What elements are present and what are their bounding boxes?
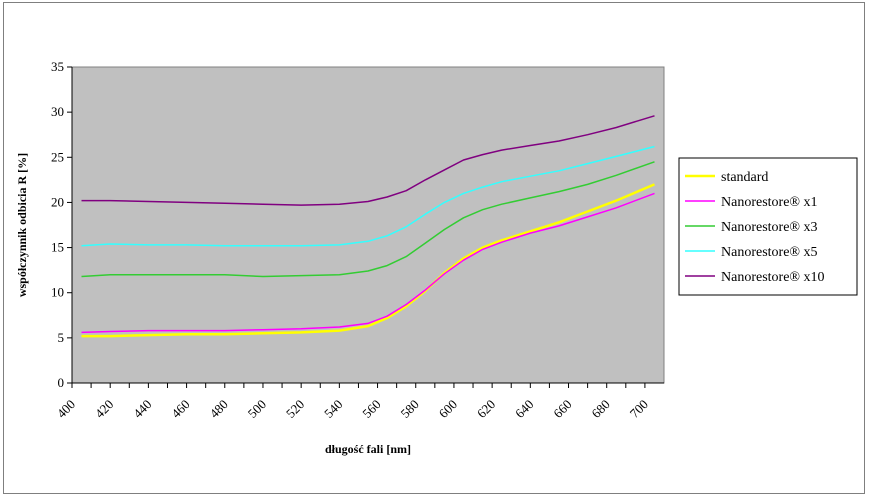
- series-line-1: [81, 183, 655, 338]
- x-tick-label: 680: [588, 397, 612, 421]
- x-tick-label: 700: [627, 397, 651, 421]
- x-tick-label: 480: [207, 397, 231, 421]
- x-tick-label: 400: [54, 397, 78, 421]
- x-tick-label: 500: [245, 397, 269, 421]
- x-tick-label: 520: [283, 397, 307, 421]
- x-tick-label: 640: [512, 397, 536, 421]
- series-line-4: [81, 145, 655, 247]
- x-tick-label: 420: [92, 397, 116, 421]
- x-tick-label: 560: [359, 397, 383, 421]
- y-tick-label: 30: [51, 104, 64, 119]
- legend-label-5: Nanorestore® x10: [721, 270, 825, 285]
- series-line-2: [81, 192, 655, 334]
- legend-label-2: Nanorestore® x1: [721, 195, 818, 210]
- y-tick-label: 20: [51, 194, 64, 209]
- x-tick-label: 540: [321, 397, 345, 421]
- x-tick-label: 580: [397, 397, 421, 421]
- legend-label-3: Nanorestore® x3: [721, 220, 818, 235]
- x-tick-label: 600: [436, 397, 460, 421]
- x-tick-label: 620: [474, 397, 498, 421]
- legend-label-1: standard: [721, 170, 768, 185]
- y-axis-title: współczynnik odbicia R [%]: [15, 153, 29, 297]
- x-axis-title: długość fali [nm]: [325, 442, 411, 456]
- x-tick-label: 660: [550, 397, 574, 421]
- y-tick-label: 25: [51, 149, 64, 164]
- series-line-3: [81, 161, 655, 278]
- y-tick-label: 10: [51, 285, 64, 300]
- series-line-5: [81, 115, 655, 206]
- legend-label-4: Nanorestore® x5: [721, 245, 818, 260]
- y-tick-label: 0: [58, 375, 65, 390]
- y-tick-label: 15: [51, 240, 64, 255]
- y-tick-label: 35: [51, 59, 64, 74]
- y-tick-label: 5: [58, 330, 65, 345]
- x-tick-label: 460: [168, 397, 192, 421]
- chart: 0 5 10 15 20 25 30 35 400 420 440 460 480 500 520 540 56…: [15, 59, 858, 456]
- x-tick-label: 440: [130, 397, 154, 421]
- chart-frame: 0 5 10 15 20 25 30 35 400 420 440 460 480 500 520 540 56…: [3, 2, 865, 494]
